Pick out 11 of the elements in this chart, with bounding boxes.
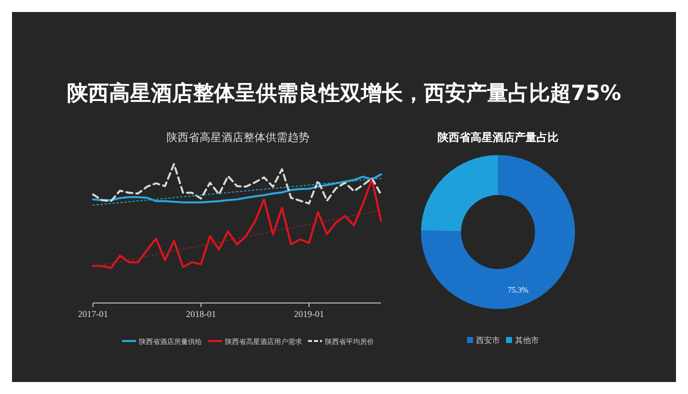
chart-title: 陕西高星酒店整体呈供需良性双增长，西安产量占比超75%: [66, 81, 622, 105]
x-tick-label: 2018-01: [186, 309, 216, 319]
donut-slice: [421, 155, 575, 309]
x-tick-label: 2019-01: [294, 309, 324, 319]
chart-subtitle: 陕西省高星酒店整体供需趋势: [166, 131, 310, 144]
x-tick-label: 2017-01: [78, 309, 108, 319]
donut-slice: [421, 155, 498, 232]
chart-title: 陕西省高星酒店产量占比: [438, 131, 558, 144]
legend-label: 西安市: [476, 336, 500, 345]
legend-label: 其他市: [515, 336, 539, 345]
data-label: 75.3%: [508, 286, 529, 295]
